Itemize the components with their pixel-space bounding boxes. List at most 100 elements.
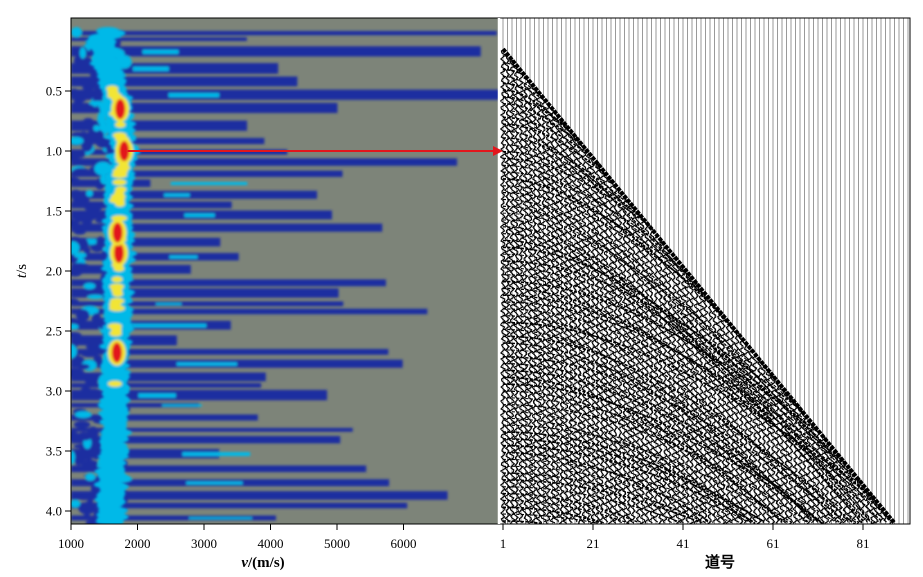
trace-wiggle	[593, 162, 602, 524]
energy-band-highlight	[184, 213, 215, 218]
trace-wiggle	[692, 282, 701, 524]
y-tick-label: 2.5	[46, 324, 62, 339]
reflection-event	[503, 424, 792, 523]
trace-wiggle	[598, 168, 606, 524]
reflection-event	[503, 335, 855, 524]
reflection-event	[503, 417, 747, 522]
noise-blob	[73, 230, 86, 235]
trace-wiggle	[710, 304, 719, 524]
energy-band	[71, 46, 481, 57]
noise-blob	[74, 411, 92, 419]
noise-blob	[73, 96, 84, 110]
trace-wiggle	[633, 211, 642, 523]
energy-band	[71, 502, 408, 509]
energy-band	[71, 465, 367, 473]
noise-blob	[89, 490, 96, 500]
noise-blob	[71, 451, 76, 465]
trace-wiggle	[665, 250, 674, 524]
ridge-cell-high	[114, 200, 125, 207]
seismic-gather-background	[499, 18, 910, 524]
noise-blob	[87, 294, 104, 300]
energy-band-highlight	[182, 452, 251, 457]
energy-band-highlight	[188, 517, 253, 520]
noise-blob	[74, 252, 87, 259]
trace-wiggle	[507, 59, 517, 524]
trace-wiggle	[602, 173, 611, 523]
trace-wiggle	[819, 435, 827, 524]
reflection-event	[502, 110, 580, 143]
energy-band-highlight	[142, 49, 179, 54]
reflection-event	[502, 123, 608, 176]
picked-time-arrow	[127, 146, 503, 156]
reflection-event	[502, 68, 522, 75]
energy-band	[71, 158, 458, 166]
trace-wiggle	[660, 245, 669, 524]
y-tick-label: 4.0	[46, 504, 62, 519]
reflection-event	[503, 513, 598, 524]
reflection-event	[503, 246, 846, 464]
energy-band	[71, 527, 139, 532]
trace-wiggle	[539, 97, 548, 523]
reflection-event	[503, 520, 544, 524]
trace-wiggle	[512, 64, 521, 524]
noise-blob	[96, 236, 105, 249]
reflection-event	[503, 280, 819, 433]
noise-blob	[81, 62, 91, 72]
noise-blob	[76, 431, 93, 441]
reflection-event	[502, 150, 643, 220]
energy-band	[71, 89, 499, 100]
noise-blob	[85, 473, 96, 481]
x-axis-trace: 1 21 41 61 81	[500, 524, 870, 551]
trace-tick-label: 81	[857, 536, 870, 551]
energy-band	[71, 515, 276, 521]
peak-blob	[115, 99, 126, 119]
x-axis-label-velocity: v/(m/s)	[241, 555, 284, 571]
noise-blob	[71, 323, 79, 330]
noise-blob	[73, 444, 86, 449]
energy-band	[71, 403, 200, 408]
x-axis-label-velocity-var: v	[241, 555, 248, 571]
energy-band	[71, 348, 389, 355]
y-tick-label: 0.5	[46, 84, 62, 99]
reflection-event	[502, 205, 873, 524]
first-arrival	[501, 47, 897, 524]
x-tick-label: 2000	[125, 536, 151, 551]
reflection-event	[503, 267, 814, 427]
ridge-cell-high	[112, 179, 127, 186]
x-tick-label: 4000	[258, 536, 284, 551]
energy-band	[71, 427, 353, 432]
energy-band	[71, 102, 338, 114]
noise-blob	[71, 189, 82, 198]
y-tick-label: 2.0	[46, 264, 62, 279]
noise-blob	[85, 212, 96, 221]
energy-band-highlight	[170, 181, 248, 186]
reflection-event	[503, 315, 841, 524]
energy-band	[71, 237, 221, 247]
energy-band	[71, 137, 265, 145]
energy-band	[71, 37, 247, 41]
noise-blob	[72, 196, 90, 204]
noise-blob	[83, 454, 94, 459]
energy-band	[71, 279, 386, 287]
reflection-event	[502, 191, 706, 297]
energy-band	[71, 223, 383, 232]
reflection-event	[502, 198, 891, 522]
trace-tick-label: 61	[767, 536, 780, 551]
ridge-cell-high	[111, 276, 123, 283]
energy-band	[71, 149, 288, 155]
reflection-event	[502, 239, 864, 522]
ridge-cell-high	[107, 380, 122, 387]
trace-wiggle	[557, 119, 566, 524]
trace-wiggle	[786, 397, 796, 524]
trace-wiggle	[868, 495, 876, 524]
trace-wiggle	[562, 124, 570, 524]
noise-blob	[75, 309, 90, 322]
peak-blob	[112, 222, 123, 243]
trace-wiggle	[584, 152, 593, 523]
noise-blob	[80, 386, 92, 398]
ridge-cell-high	[115, 121, 126, 128]
energy-band-highlight	[168, 93, 220, 98]
reflection-event	[502, 102, 585, 149]
y-tick-label: 1.5	[46, 204, 62, 219]
trace-wiggle	[796, 408, 805, 523]
